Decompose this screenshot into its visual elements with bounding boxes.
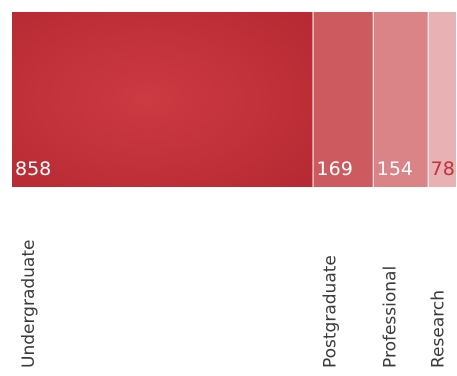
category-label-undergraduate: Undergraduate [19,240,39,368]
category-label-professional: Professional [381,266,401,368]
category-label-research: Research [429,290,449,368]
bar-research [428,12,456,187]
category-labels-group: Undergraduate Postgraduate Professional Res… [19,240,449,368]
bar-professional [373,12,428,187]
bar-postgraduate [313,12,373,187]
value-label-professional: 154 [377,158,413,180]
value-labels-group: 858 169 154 78 [15,158,455,180]
value-label-postgraduate: 169 [317,158,353,180]
category-label-postgraduate: Postgraduate [321,255,341,368]
value-label-undergraduate: 858 [15,158,51,180]
bar-undergraduate [12,12,313,187]
bars-group [12,12,456,187]
value-label-research: 78 [431,158,455,180]
